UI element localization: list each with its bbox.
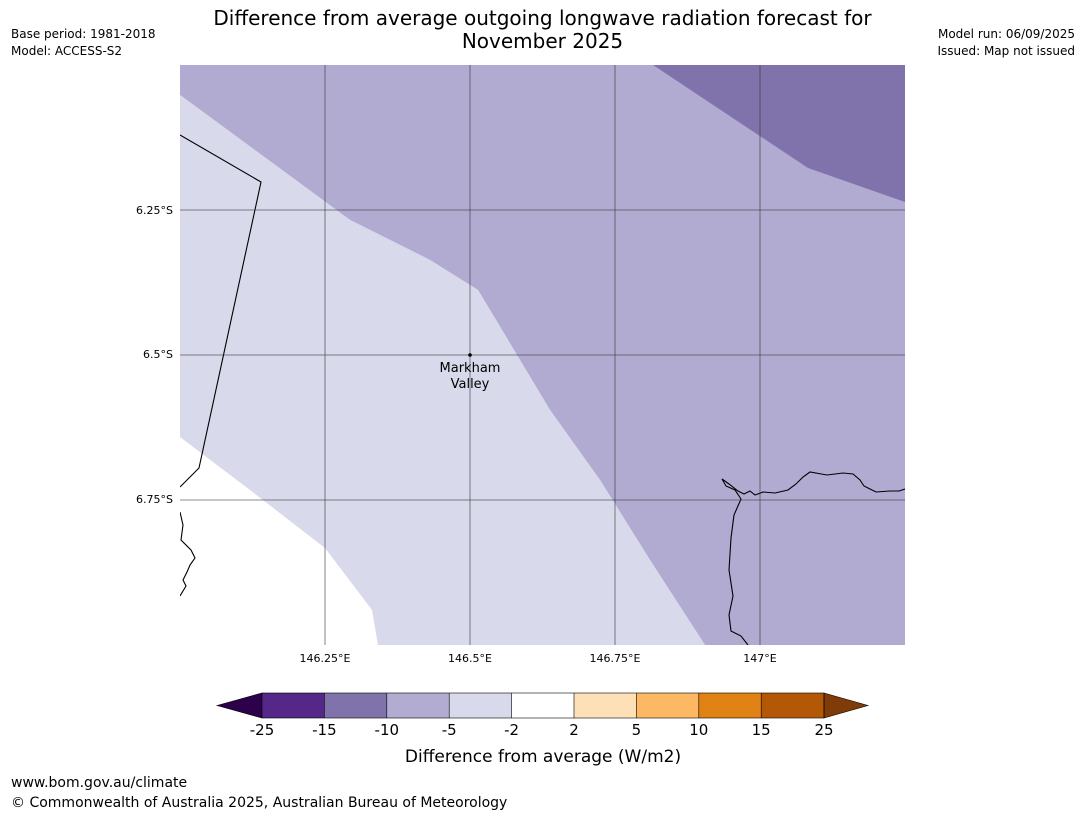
colorbar-tick-label: -5: [442, 721, 457, 739]
colorbar-tick-label: 10: [689, 721, 708, 739]
latitude-label: 6.5°S: [143, 348, 173, 361]
colorbar-tick-label: -15: [312, 721, 337, 739]
map-title-line-1: Difference from average outgoing longwav…: [213, 6, 872, 30]
colorbar: -25 -15 -10 -5 -2 2 5 10 15 25 Differenc…: [215, 692, 870, 767]
colorbar-tick-label: 5: [632, 721, 642, 739]
colorbar-bin: [449, 693, 512, 718]
map-axis-labels: 6.25°S 6.5°S 6.75°S 146.25°E 146.5°E 146…: [136, 204, 777, 665]
place-label-line-2: Valley: [451, 377, 490, 392]
colorbar-bin: [262, 693, 325, 718]
colorbar-bin: [324, 693, 387, 718]
colorbar-bin: [511, 693, 574, 718]
colorbar-bin: [698, 693, 762, 718]
colorbar-tick-label: 2: [569, 721, 579, 739]
colorbar-bin: [761, 693, 824, 718]
coastline-southwest: [180, 511, 196, 597]
place-marker: [468, 353, 472, 357]
model-text: Model: ACCESS-S2: [11, 44, 123, 58]
colorbar-tick-label: -2: [504, 721, 519, 739]
footer-url: www.bom.gov.au/climate: [11, 775, 188, 791]
colorbar-high-extension: [823, 692, 870, 719]
latitude-label: 6.25°S: [136, 204, 173, 217]
colorbar-tick-label: 25: [814, 721, 833, 739]
longitude-label: 146.25°E: [300, 652, 351, 665]
coastline: [180, 134, 905, 645]
colorbar-outline: [261, 692, 825, 719]
footer-copyright: © Commonwealth of Australia 2025, Austra…: [11, 795, 508, 811]
model-run-text: Model run: 06/09/2025: [937, 27, 1075, 41]
region-minus15-to-minus10: [653, 65, 905, 202]
colorbar-tick-label: 15: [752, 721, 771, 739]
base-period-text: Base period: 1981-2018: [11, 27, 156, 41]
map-title: Difference from average outgoing longwav…: [180, 7, 905, 53]
colorbar-label: Difference from average (W/m2): [405, 747, 681, 767]
coastline-west-boundary: [180, 134, 262, 488]
colorbar-dividers: [324, 693, 762, 718]
place-label-line-1: Markham: [440, 361, 501, 376]
map-title-line-2: November 2025: [461, 29, 624, 53]
colorbar-tick-label: -10: [375, 721, 400, 739]
map-metadata-right: Model run: 06/09/2025 Issued: Map not is…: [937, 26, 1075, 60]
longitude-label: 146.5°E: [448, 652, 492, 665]
latitude-label: 6.75°S: [136, 493, 173, 506]
colorbar-low-extension: [215, 692, 263, 719]
coastline-southeast: [721, 471, 905, 645]
colorbar-tick-labels: -25 -15 -10 -5 -2 2 5 10 15 25: [250, 721, 834, 739]
colorbar-bin: [386, 693, 450, 718]
issued-text: Issued: Map not issued: [937, 44, 1075, 58]
colorbar-tick-label: -25: [250, 721, 275, 739]
longitude-label: 146.75°E: [590, 652, 641, 665]
colorbar-bin: [636, 693, 699, 718]
region-minus5-to-minus2: [180, 95, 705, 645]
map-metadata-left: Base period: 1981-2018 Model: ACCESS-S2: [11, 26, 156, 60]
longitude-label: 147°E: [743, 652, 776, 665]
map-panel: Markham Valley: [180, 65, 905, 645]
colorbar-bin: [574, 693, 637, 718]
